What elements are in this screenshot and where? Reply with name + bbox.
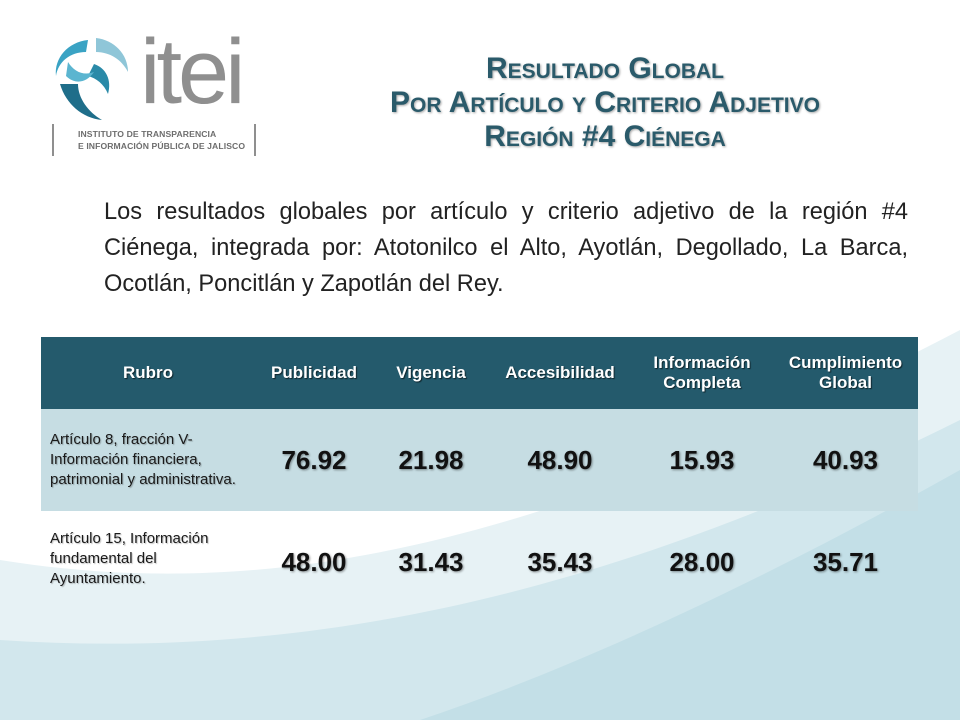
itei-logo: itei INSTITUTO DE TRANSPARENCIA E INFORM…: [48, 22, 268, 160]
cell-accesibilidad: 48.90: [489, 409, 631, 511]
cell-publicidad: 76.92: [255, 409, 373, 511]
page-title: Resultado Global Por Artículo y Criterio…: [300, 52, 910, 154]
logo-subtitle-line1: INSTITUTO DE TRANSPARENCIA: [78, 129, 217, 139]
title-line3: Región #4 Ciénega: [484, 120, 726, 153]
header-accesibilidad: Accesibilidad: [489, 337, 631, 409]
logo-subtitle: INSTITUTO DE TRANSPARENCIA E INFORMACIÓN…: [78, 128, 254, 152]
cell-vigencia: 21.98: [373, 409, 489, 511]
cell-informacion-completa: 28.00: [669, 547, 735, 577]
cell-cumplimiento-global: 35.71: [812, 547, 879, 577]
header-cumplimiento-global: Cumplimiento Global: [773, 337, 918, 409]
header-rubro: Rubro: [41, 337, 255, 409]
results-table: Rubro Publicidad Vigencia Accesibilidad …: [41, 337, 918, 651]
intro-paragraph: Los resultados globales por artículo y c…: [104, 199, 908, 297]
table-header-row: Rubro Publicidad Vigencia Accesibilidad …: [41, 337, 918, 409]
cell-vigencia: 31.43: [398, 547, 464, 577]
logo-divider-left: [52, 124, 54, 156]
row-rubro: Artículo 8, fracción V- Información fina…: [41, 409, 255, 511]
header-vigencia: Vigencia: [373, 337, 489, 409]
title-line2: Por Artículo y Criterio Adjetivo: [390, 86, 820, 119]
header-informacion-completa: Información Completa: [631, 337, 773, 409]
cell-cumplimiento-global: 40.93: [773, 409, 918, 511]
logo-subtitle-line2: E INFORMACIÓN PÚBLICA DE JALISCO: [78, 141, 246, 151]
header-cumplimiento-line1: Cumplimiento: [788, 353, 903, 372]
row-rubro: Artículo 15, Información fundamental del…: [50, 530, 209, 587]
logo-wordmark: itei: [140, 21, 246, 123]
table-row: Artículo 8, fracción V- Información fina…: [41, 409, 918, 511]
cell-accesibilidad: 35.43: [527, 547, 593, 577]
header-publicidad: Publicidad: [255, 337, 373, 409]
table-row: Artículo 15, Información fundamental del…: [41, 511, 918, 651]
cell-publicidad: 48.00: [281, 547, 347, 577]
header-informacion-line1: Información: [653, 353, 751, 372]
logo-swirl-icon: [55, 38, 128, 120]
header-cumplimiento-line2: Global: [819, 373, 872, 392]
logo-divider-right: [254, 124, 256, 156]
title-line1: Resultado Global: [485, 52, 725, 85]
header-informacion-line2: Completa: [663, 373, 741, 392]
cell-informacion-completa: 15.93: [631, 409, 773, 511]
